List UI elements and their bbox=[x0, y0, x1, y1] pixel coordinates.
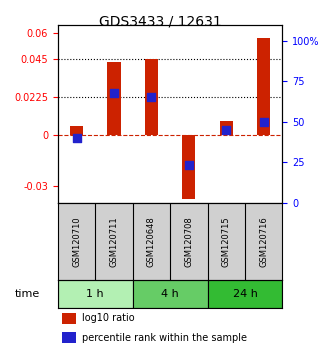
Bar bbox=[62, 332, 76, 343]
Point bbox=[74, 135, 79, 141]
Point bbox=[111, 90, 117, 96]
Bar bbox=[145, 59, 158, 135]
Point bbox=[186, 162, 191, 168]
Text: log10 ratio: log10 ratio bbox=[82, 313, 135, 323]
Point bbox=[224, 127, 229, 133]
Point bbox=[261, 119, 266, 125]
Text: 24 h: 24 h bbox=[233, 289, 257, 299]
Bar bbox=[70, 126, 83, 135]
FancyBboxPatch shape bbox=[58, 280, 133, 308]
Text: GSM120711: GSM120711 bbox=[109, 216, 118, 267]
Text: 1 h: 1 h bbox=[86, 289, 104, 299]
Point bbox=[149, 95, 154, 100]
Bar bbox=[182, 135, 195, 199]
Text: GSM120715: GSM120715 bbox=[222, 216, 231, 267]
Bar bbox=[108, 62, 120, 135]
Text: GSM120648: GSM120648 bbox=[147, 216, 156, 267]
FancyBboxPatch shape bbox=[208, 280, 282, 308]
Text: time: time bbox=[14, 289, 40, 299]
Text: GSM120708: GSM120708 bbox=[184, 216, 193, 267]
Text: percentile rank within the sample: percentile rank within the sample bbox=[82, 333, 247, 343]
Text: GDS3433 / 12631: GDS3433 / 12631 bbox=[99, 14, 222, 28]
Bar bbox=[220, 121, 233, 135]
Text: GSM120710: GSM120710 bbox=[72, 216, 81, 267]
Text: 4 h: 4 h bbox=[161, 289, 179, 299]
Bar bbox=[257, 38, 270, 135]
FancyBboxPatch shape bbox=[133, 280, 208, 308]
Bar bbox=[62, 313, 76, 324]
Text: GSM120716: GSM120716 bbox=[259, 216, 268, 267]
